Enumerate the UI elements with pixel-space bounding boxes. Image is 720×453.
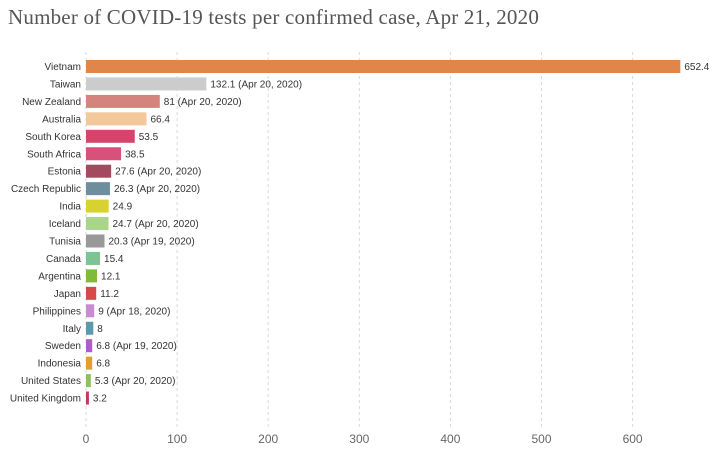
x-tick-label: 100 xyxy=(167,432,187,446)
value-label: 53.5 xyxy=(139,132,159,143)
x-tick-label: 200 xyxy=(258,432,278,446)
bar xyxy=(86,182,110,196)
value-label: 132.1 (Apr 20, 2020) xyxy=(210,79,302,90)
value-label: 20.3 (Apr 19, 2020) xyxy=(108,237,194,248)
bar xyxy=(86,60,681,73)
x-tick-label: 500 xyxy=(531,432,551,446)
category-label: South Korea xyxy=(25,132,81,143)
category-label: Estonia xyxy=(48,167,82,178)
value-label: 15.4 xyxy=(104,254,124,265)
category-label: Italy xyxy=(63,324,81,335)
bar xyxy=(86,147,122,161)
value-label: 5.3 (Apr 20, 2020) xyxy=(95,376,176,387)
value-label: 12.1 xyxy=(101,271,121,282)
bar xyxy=(86,304,95,318)
value-label: 6.8 xyxy=(96,359,110,370)
value-label: 6.8 (Apr 19, 2020) xyxy=(96,341,177,352)
category-label: Canada xyxy=(46,254,81,265)
category-labels: Vietnam Taiwan New Zealand Australia South K… xyxy=(10,62,82,405)
bar xyxy=(86,164,112,178)
chart-title: Number of COVID-19 tests per confirmed c… xyxy=(8,5,540,29)
category-label: Australia xyxy=(42,114,81,125)
category-label: Iceland xyxy=(49,219,81,230)
value-label: 26.3 (Apr 20, 2020) xyxy=(114,184,200,195)
bar xyxy=(86,94,160,108)
x-tick-label: 300 xyxy=(349,432,369,446)
bar xyxy=(86,217,109,231)
bar xyxy=(86,112,147,126)
value-label: 652.4 xyxy=(684,62,709,73)
value-label: 8 xyxy=(97,324,103,335)
value-labels: 652.4 132.1 (Apr 20, 2020) 81 (Apr 20, 202… xyxy=(93,62,710,405)
category-label: Japan xyxy=(54,289,81,300)
bar xyxy=(86,77,207,91)
category-label: Philippines xyxy=(33,306,81,317)
value-label: 9 (Apr 18, 2020) xyxy=(98,306,170,317)
x-tick-label: 600 xyxy=(623,432,643,446)
value-label: 11.2 xyxy=(100,289,119,300)
category-label: United Kingdom xyxy=(10,394,81,405)
category-label: Czech Republic xyxy=(11,184,81,195)
category-label: Sweden xyxy=(45,341,81,352)
bar xyxy=(86,391,89,405)
value-label: 81 (Apr 20, 2020) xyxy=(164,97,242,108)
x-tick-label: 400 xyxy=(440,432,460,446)
bar xyxy=(86,269,98,283)
bar xyxy=(86,129,135,143)
bar xyxy=(86,234,105,248)
bar xyxy=(86,374,91,388)
category-label: Tunisia xyxy=(49,237,81,248)
category-label: South Africa xyxy=(27,149,81,160)
category-label: Taiwan xyxy=(50,79,81,90)
bar xyxy=(86,286,97,300)
category-label: Argentina xyxy=(38,271,81,282)
bars xyxy=(86,60,681,405)
bar xyxy=(86,199,109,213)
x-tick-label: 0 xyxy=(83,432,90,446)
x-axis: 0 100 200 300 400 500 600 xyxy=(83,432,643,446)
value-label: 3.2 xyxy=(93,394,107,405)
value-label: 38.5 xyxy=(125,149,145,160)
value-label: 66.4 xyxy=(150,114,170,125)
category-label: New Zealand xyxy=(22,97,81,108)
bar xyxy=(86,321,94,335)
category-label: India xyxy=(59,202,81,213)
value-label: 24.9 xyxy=(113,202,133,213)
category-label: Vietnam xyxy=(44,62,81,73)
bar xyxy=(86,339,93,353)
bar xyxy=(86,251,101,265)
value-label: 24.7 (Apr 20, 2020) xyxy=(113,219,199,230)
category-label: Indonesia xyxy=(38,359,82,370)
value-label: 27.6 (Apr 20, 2020) xyxy=(115,167,201,178)
category-label: United States xyxy=(21,376,81,387)
bar xyxy=(86,356,93,370)
